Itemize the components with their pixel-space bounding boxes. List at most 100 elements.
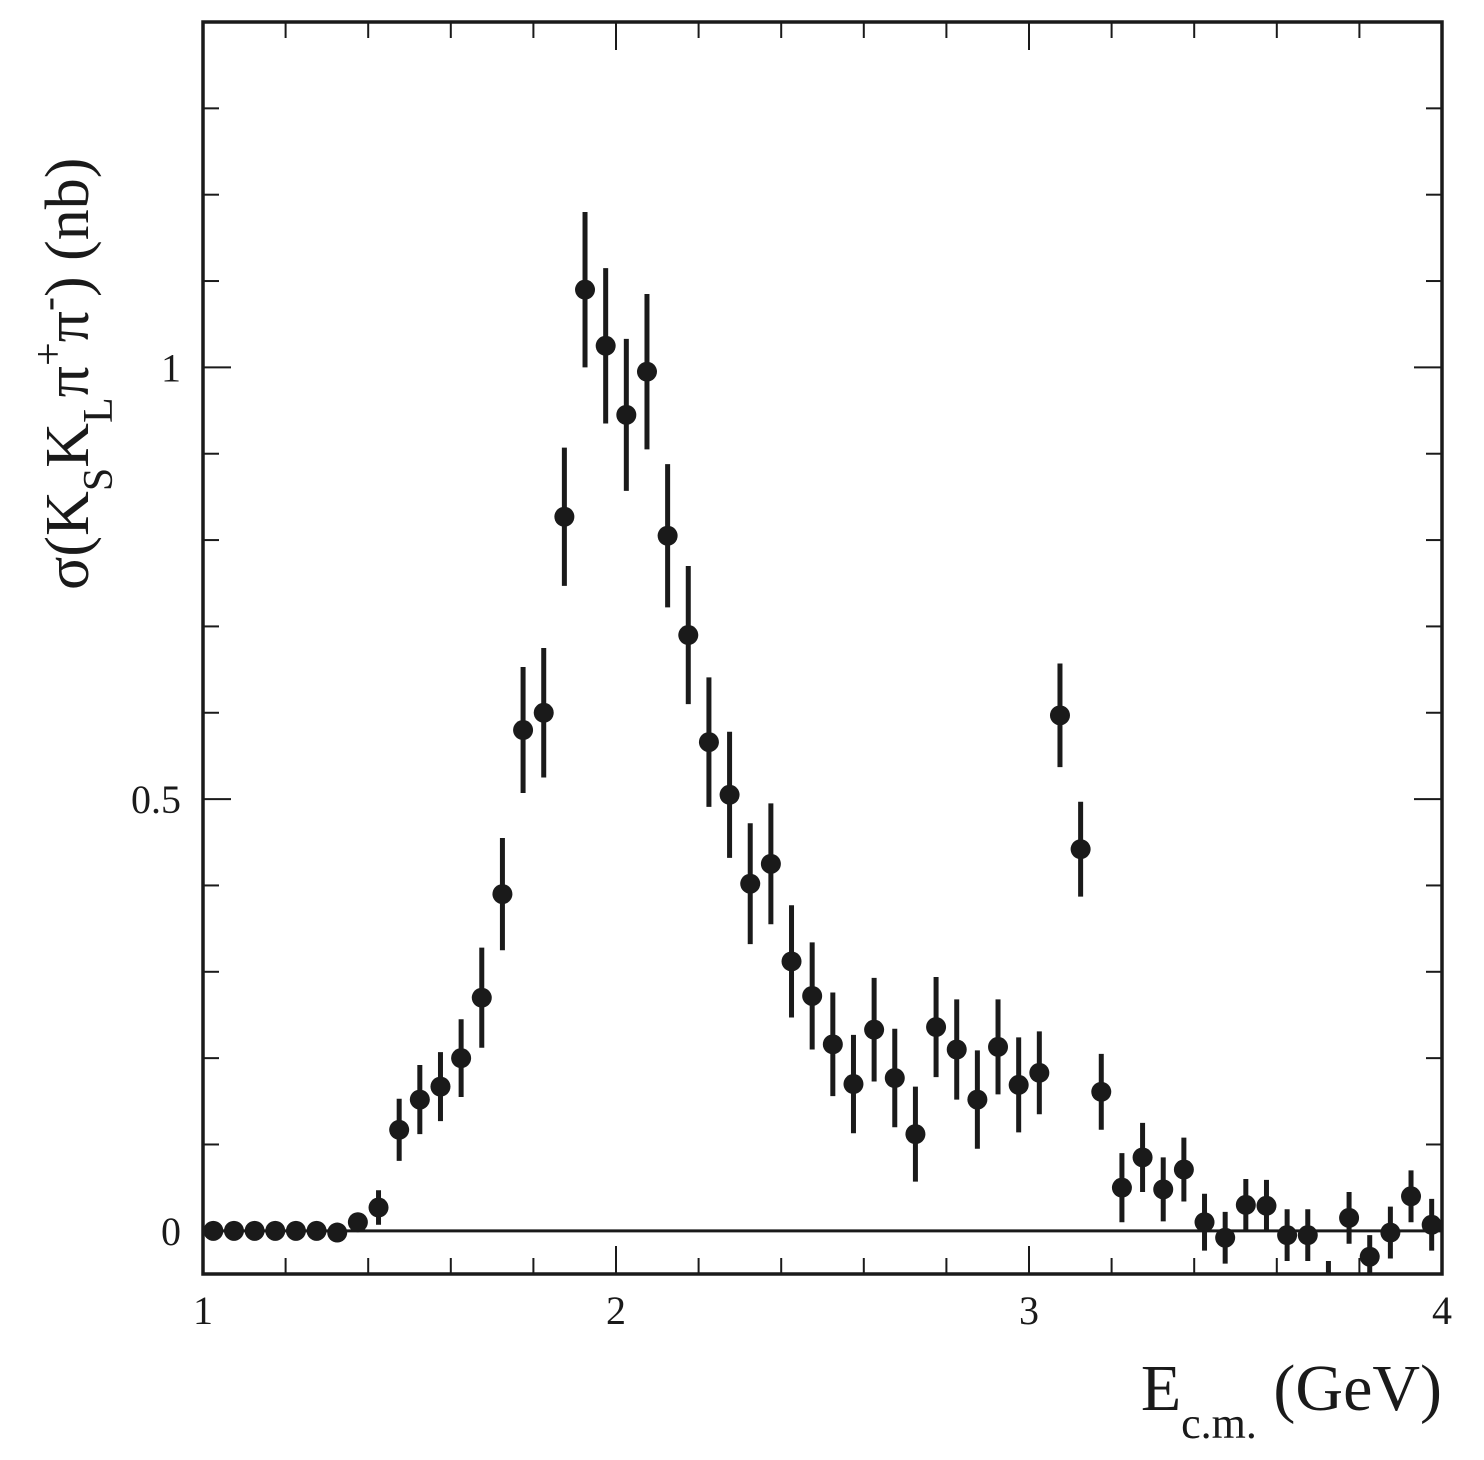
data-marker: [1111, 1177, 1132, 1198]
data-point: [223, 1220, 244, 1241]
data-marker: [1380, 1222, 1401, 1243]
data-marker: [1070, 839, 1091, 860]
y-label-pi-minus: π: [34, 311, 102, 342]
data-point: [864, 977, 885, 1082]
data-point: [988, 999, 1009, 1095]
data-marker: [471, 987, 492, 1008]
data-point: [575, 211, 596, 368]
data-marker: [988, 1036, 1009, 1057]
data-marker: [1194, 1212, 1215, 1233]
data-marker: [884, 1067, 905, 1088]
data-marker: [327, 1222, 348, 1243]
data-point: [1359, 1235, 1380, 1274]
data-marker: [657, 525, 678, 546]
data-marker: [203, 1220, 224, 1241]
data-marker: [451, 1048, 472, 1069]
y-label-sub-s: S: [76, 468, 122, 491]
data-marker: [1049, 705, 1070, 726]
data-point: [1111, 1153, 1132, 1223]
data-point: [368, 1190, 389, 1225]
axis-ticks: [202, 21, 1443, 1274]
y-label-sub-l: L: [76, 397, 122, 423]
data-point: [533, 648, 554, 778]
data-marker: [1029, 1062, 1050, 1083]
data-point: [781, 905, 802, 1018]
data-point: [389, 1098, 410, 1161]
data-point: [802, 942, 823, 1050]
data-marker: [740, 873, 761, 894]
data-point: [1256, 1179, 1277, 1232]
x-label-unit: (GeV): [1257, 1352, 1442, 1425]
y-label-sup-minus: -: [26, 297, 72, 311]
data-point: [1194, 1193, 1215, 1251]
data-marker: [1339, 1207, 1360, 1228]
data-marker: [1401, 1186, 1422, 1207]
data-marker: [1318, 1299, 1338, 1319]
data-point: [513, 666, 534, 794]
y-axis-label: σ(KSKLπ+π-) (nb): [26, 158, 122, 590]
data-point: [678, 565, 699, 705]
data-point: [492, 837, 513, 951]
data-point: [1421, 1198, 1442, 1251]
data-marker: [698, 732, 719, 753]
data-point: [285, 1220, 306, 1241]
y-tick-label: 0.5: [131, 777, 181, 822]
data-marker: [244, 1220, 265, 1241]
y-label-sup-plus: +: [26, 342, 72, 366]
data-marker: [1173, 1159, 1194, 1180]
y-label-pi-plus: π: [34, 366, 102, 397]
data-point: [1132, 1122, 1153, 1192]
x-tick-label: 2: [606, 1288, 626, 1333]
y-label-tail: ) (nb): [34, 158, 102, 297]
data-marker: [822, 1034, 843, 1055]
data-point: [347, 1212, 368, 1233]
data-marker: [306, 1220, 327, 1241]
data-marker: [595, 335, 616, 356]
plot-frame: [201, 20, 1444, 1276]
data-point: [244, 1220, 265, 1241]
data-point: [1401, 1170, 1422, 1223]
data-marker: [389, 1119, 410, 1140]
data-point: [843, 1034, 864, 1134]
data-point: [1297, 1209, 1318, 1262]
data-point: [719, 731, 740, 858]
data-marker: [513, 720, 534, 741]
data-marker: [781, 951, 802, 972]
data-marker: [1359, 1246, 1380, 1267]
data-point: [595, 268, 616, 424]
data-point: [1029, 1031, 1050, 1115]
data-marker: [533, 702, 554, 723]
y-label-k: K: [34, 423, 102, 468]
data-marker: [409, 1089, 430, 1110]
x-axis-label: Ec.m. (GeV): [1141, 1352, 1442, 1448]
data-point: [306, 1220, 327, 1241]
data-marker: [1132, 1147, 1153, 1168]
data-point: [554, 447, 575, 586]
data-point: [1339, 1191, 1360, 1244]
data-point: [1070, 801, 1091, 897]
data-point: [1380, 1206, 1401, 1259]
data-points: [203, 211, 1442, 1319]
data-marker: [946, 1039, 967, 1060]
data-marker: [368, 1197, 389, 1218]
data-marker: [864, 1019, 885, 1040]
data-point: [203, 1220, 224, 1241]
x-label-sub: c.m.: [1181, 1399, 1257, 1448]
data-point: [1153, 1157, 1174, 1222]
data-point: [409, 1065, 430, 1135]
data-point: [657, 464, 678, 608]
data-marker: [678, 625, 699, 646]
data-point: [1277, 1209, 1298, 1262]
data-point: [946, 999, 967, 1100]
tick-labels: 1 2 3 4 0 0.5 1: [131, 345, 1452, 1333]
data-marker: [1256, 1195, 1277, 1216]
data-point: [967, 1050, 988, 1149]
y-tick-label: 1: [161, 345, 181, 390]
data-marker: [1297, 1225, 1318, 1246]
data-marker: [1421, 1214, 1442, 1235]
data-marker: [926, 1017, 947, 1038]
data-point: [1215, 1211, 1236, 1264]
data-marker: [636, 361, 657, 382]
y-tick-label: 0: [161, 1209, 181, 1254]
